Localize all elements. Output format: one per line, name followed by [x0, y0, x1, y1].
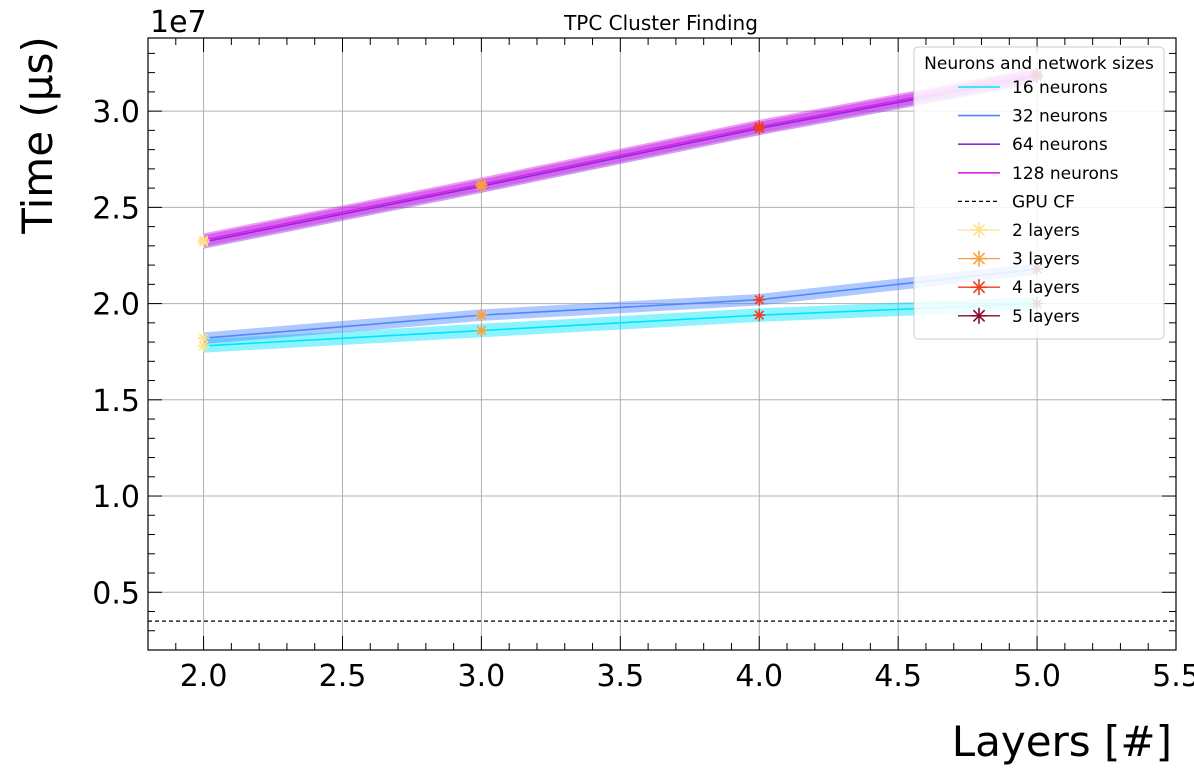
- x-tick-label: 5.0: [1013, 659, 1061, 694]
- legend-label: 16 neurons: [1012, 78, 1108, 98]
- y-scale-label: 1e7: [150, 5, 207, 40]
- legend-marker: [971, 307, 987, 324]
- y-axis-title: Time (μs): [13, 36, 62, 235]
- legend-marker: [971, 250, 987, 267]
- x-tick-label: 2.5: [319, 659, 367, 694]
- legend-label: 5 layers: [1012, 307, 1080, 327]
- series-band: [203, 296, 1038, 353]
- layer-marker: [753, 120, 766, 133]
- plot-frame: [147, 37, 1177, 651]
- tick-labels: 2.0 2.5 3.0 3.5 4.0 4.5 5.0 5.5 0.5 1.0 1.5 2.0 2.5 3…: [92, 95, 1194, 694]
- x-tick-label: 4.5: [874, 659, 922, 694]
- series-band: [203, 69, 1038, 249]
- series-lines: [203, 73, 1038, 347]
- axis-ticks: [147, 38, 1177, 650]
- legend: Neurons and network sizes 16 neurons 32 n…: [913, 46, 1165, 340]
- y-tick-label: 2.0: [92, 288, 140, 323]
- series-line: [203, 73, 1038, 241]
- x-tick-label: 2.0: [180, 659, 228, 694]
- y-tick-label: 1.5: [92, 384, 140, 419]
- x-tick-label: 3.0: [458, 659, 506, 694]
- series-band: [203, 263, 1038, 344]
- x-tick-label: 3.5: [596, 659, 644, 694]
- y-tick-label: 0.5: [92, 576, 140, 611]
- x-tick-label: 4.0: [735, 659, 783, 694]
- legend-title: Neurons and network sizes: [924, 54, 1154, 74]
- y-tick-label: 2.5: [92, 191, 140, 226]
- y-tick-label: 3.0: [92, 95, 140, 130]
- legend-label: 128 neurons: [1012, 164, 1119, 184]
- layer-marker: [475, 309, 488, 322]
- layer-marker: [197, 332, 210, 345]
- legend-marker: [971, 222, 987, 238]
- legend-label: 2 layers: [1012, 221, 1080, 241]
- x-tick-label: 5.5: [1152, 659, 1194, 694]
- legend-label: 4 layers: [1012, 278, 1080, 298]
- series-line: [203, 302, 1038, 347]
- layer-marker: [753, 293, 766, 306]
- layer-marker: [475, 178, 488, 191]
- legend-items: 16 neurons 32 neurons 64 neurons 128 neuron…: [958, 78, 1119, 327]
- y-tick-label: 1.0: [92, 480, 140, 515]
- layer-marker: [475, 324, 488, 337]
- legend-label: 3 layers: [1012, 250, 1080, 270]
- layer-marker: [753, 309, 766, 322]
- legend-label: GPU CF: [1012, 192, 1075, 212]
- x-axis-title: Layers [#]: [952, 717, 1172, 766]
- chart-title: TPC Cluster Finding: [563, 11, 758, 35]
- series-line: [203, 268, 1038, 340]
- legend-label: 32 neurons: [1012, 107, 1108, 127]
- series-line: [203, 75, 1038, 243]
- legend-box: [913, 46, 1165, 340]
- legend-marker: [971, 279, 987, 296]
- layer-marker: [197, 234, 210, 247]
- legend-label: 64 neurons: [1012, 135, 1108, 155]
